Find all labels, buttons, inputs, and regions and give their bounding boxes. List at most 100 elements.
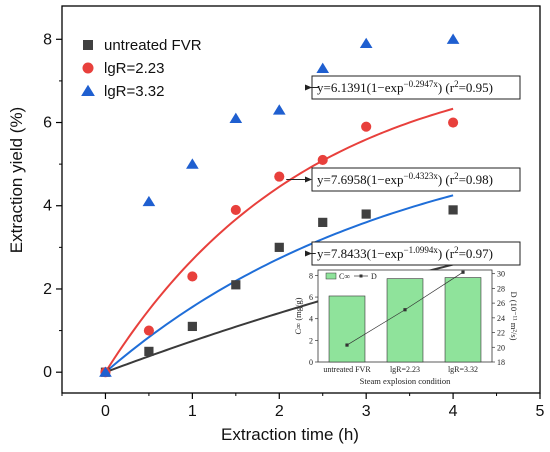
legend-marker-1	[82, 62, 94, 74]
equation-suffix: ) (r	[438, 172, 455, 187]
data-point-s2-5	[316, 62, 330, 74]
plot-frame	[61, 5, 541, 394]
equation-arrowhead-2	[305, 250, 312, 257]
inset-bar-0	[328, 295, 366, 363]
y-axis-title: Extraction yield (%)	[7, 107, 26, 253]
data-point-s1-1	[143, 325, 154, 336]
y-tick-label: 4	[43, 198, 52, 215]
data-point-s0-7	[448, 205, 458, 215]
equation-r-squared-mark: 2	[454, 245, 459, 255]
inset-right-tick-label: 30	[497, 270, 505, 279]
inset-left-tick-label: 2	[309, 336, 313, 345]
equation-prefix: y=7.8433(1−exp	[317, 246, 404, 261]
inset-left-tick-label: 4	[309, 315, 313, 324]
data-point-s0-2	[187, 321, 197, 332]
inset-legend-bar-label: C∞	[339, 272, 350, 281]
inset-right-tick-label: 22	[497, 329, 505, 338]
data-point-s1-3	[230, 204, 241, 215]
data-point-s0-4	[274, 242, 284, 252]
data-point-s1-4	[274, 171, 285, 182]
fit-curve-1	[104, 107, 454, 373]
inset-right-tick-label: 20	[497, 343, 505, 352]
inset-legend-bar-swatch	[325, 272, 337, 280]
equation-prefix: y=6.1391(1−exp	[317, 80, 404, 95]
inset-right-tick-label: 28	[497, 284, 505, 293]
x-tick-label: 4	[449, 403, 458, 420]
fit-equations: y=6.1391(1−exp−0.2947x) (r2=0.95)y=7.695…	[286, 75, 521, 266]
legend-marker-2	[81, 84, 95, 96]
inset-left-axis-title: C∞ (mg/g)	[293, 297, 303, 334]
inset-left-tick-label: 6	[309, 293, 313, 302]
equation-text-1: y=7.6958(1−exp−0.4323x) (r2=0.98)	[317, 171, 493, 187]
data-point-s0-1	[144, 346, 154, 356]
x-axis-title: Extraction time (h)	[221, 425, 359, 444]
inset-right-tick-label: 24	[497, 314, 505, 323]
equation-arrowhead-0	[305, 84, 312, 91]
data-point-s2-7	[446, 33, 460, 44]
data-point-s1-5	[317, 154, 328, 166]
y-tick-label: 8	[43, 31, 52, 48]
inset-x-axis-title: Steam explosion condition	[360, 376, 451, 386]
legend-label-2: lgR=3.32	[104, 83, 164, 100]
equation-r-squared-value: =0.95)	[459, 80, 493, 95]
data-point-s2-2	[186, 158, 199, 169]
equation-r-squared-mark: 2	[454, 79, 459, 89]
x-tick-label: 1	[188, 403, 197, 420]
legend-label-1: lgR=2.23	[104, 60, 164, 77]
inset-legend: C∞ D	[325, 272, 377, 281]
equation-r-squared-value: =0.97)	[459, 246, 493, 261]
inset-left-tick-label: 8	[309, 271, 313, 280]
data-point-s2-4	[272, 104, 286, 115]
equation-suffix: ) (r	[438, 246, 455, 261]
inset-category-label-2: lgR=3.32	[448, 365, 478, 374]
y-tick-label: 2	[43, 281, 52, 298]
inset-legend-line-label: D	[371, 272, 377, 281]
equation-text-2: y=7.8433(1−exp−1.0994x) (r2=0.97)	[317, 245, 493, 261]
x-tick-label: 2	[275, 403, 284, 420]
inset-d-point-1	[403, 308, 407, 312]
y-tick-label: 6	[43, 115, 52, 132]
equation-r-squared-value: =0.98)	[459, 172, 493, 187]
inset-legend-line-marker	[359, 274, 363, 278]
data-point-s2-1	[142, 195, 156, 207]
inset-d-point-2	[461, 270, 465, 274]
fit-curve-2	[104, 194, 454, 373]
legend-marker-0	[83, 40, 93, 50]
data-point-s1-2	[187, 271, 198, 282]
inset-right-axis-title: D (10⁻¹¹ m²/s)	[509, 292, 519, 341]
x-tick-label: 0	[101, 403, 110, 420]
equation-suffix: ) (r	[438, 80, 455, 95]
data-point-s2-0	[99, 366, 112, 377]
data-point-s0-6	[361, 209, 371, 219]
x-tick-label: 3	[362, 403, 371, 420]
data-point-s2-6	[359, 37, 373, 49]
x-tick-label: 5	[536, 403, 545, 420]
inset-bar-2	[444, 277, 482, 363]
main-axis-titles: Extraction time (h) Extraction yield (%)	[7, 107, 359, 444]
data-point-s1-6	[361, 121, 372, 132]
equation-exponent: −1.0994x	[404, 245, 439, 255]
equation-arrowhead-1	[305, 176, 312, 183]
inset-left-tick-label: 0	[309, 358, 313, 367]
equation-prefix: y=7.6958(1−exp	[317, 172, 404, 187]
data-point-s0-3	[231, 280, 241, 290]
legend: untreated FVR lgR=2.23 lgR=3.32	[81, 37, 202, 100]
inset-category-label-0: untreated FVR	[323, 365, 371, 374]
inset-bar-1	[386, 278, 424, 363]
inset-category-label-1: lgR=2.23	[390, 365, 420, 374]
inset-right-tick-label: 18	[497, 358, 505, 367]
inset-right-tick-label: 26	[497, 299, 505, 308]
equation-exponent: −0.2947x	[404, 79, 439, 89]
data-point-s1-7	[448, 117, 459, 128]
data-point-s0-5	[318, 217, 328, 227]
data-point-s2-3	[229, 112, 243, 123]
inset-d-point-0	[345, 343, 349, 347]
y-tick-label: 0	[43, 364, 52, 381]
legend-label-0: untreated FVR	[104, 37, 202, 54]
equation-exponent: −0.4323x	[404, 171, 439, 181]
equation-r-squared-mark: 2	[454, 171, 459, 181]
